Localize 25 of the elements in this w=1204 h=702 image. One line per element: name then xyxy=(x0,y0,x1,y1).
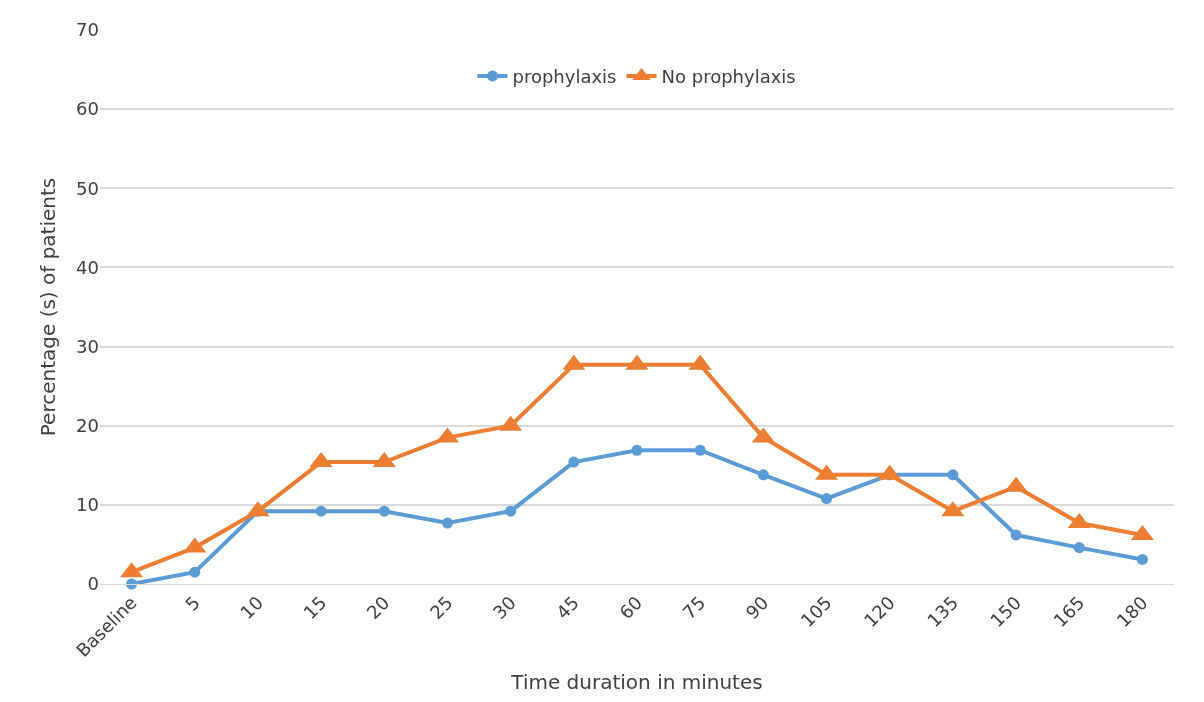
x-tick-label: 5 xyxy=(181,591,204,615)
legend-label: No prophylaxis xyxy=(661,65,796,87)
y-tick-label: 10 xyxy=(76,494,99,516)
x-tick-label: 90 xyxy=(741,591,773,623)
x-tick-label: 75 xyxy=(678,591,710,623)
x-tick-label: 45 xyxy=(551,591,584,623)
x-tick-label: 180 xyxy=(1112,591,1152,632)
x-tick-label: 10 xyxy=(236,591,268,623)
y-tick-label: 30 xyxy=(76,335,99,357)
y-tick-label: 70 xyxy=(76,19,99,41)
y-tick-label: 60 xyxy=(76,98,99,120)
y-tick-label: 40 xyxy=(76,256,99,278)
y-tick-label: 20 xyxy=(76,415,99,437)
x-tick-label: 120 xyxy=(859,591,899,632)
legend-label: prophylaxis xyxy=(512,65,617,87)
x-tick-label: 25 xyxy=(425,591,457,623)
x-tick-label: 150 xyxy=(986,591,1026,632)
y-tick-label: 50 xyxy=(76,177,99,199)
x-axis-title: Time duration in minutes xyxy=(510,670,763,695)
y-tick-label: 0 xyxy=(87,573,99,595)
x-tick-label: 30 xyxy=(488,591,520,623)
x-tick-label: 15 xyxy=(299,591,331,623)
x-tick-label: 20 xyxy=(362,591,394,623)
x-tick-label: 60 xyxy=(615,591,647,623)
y-axis-title: Percentage (s) of patients xyxy=(35,177,60,437)
